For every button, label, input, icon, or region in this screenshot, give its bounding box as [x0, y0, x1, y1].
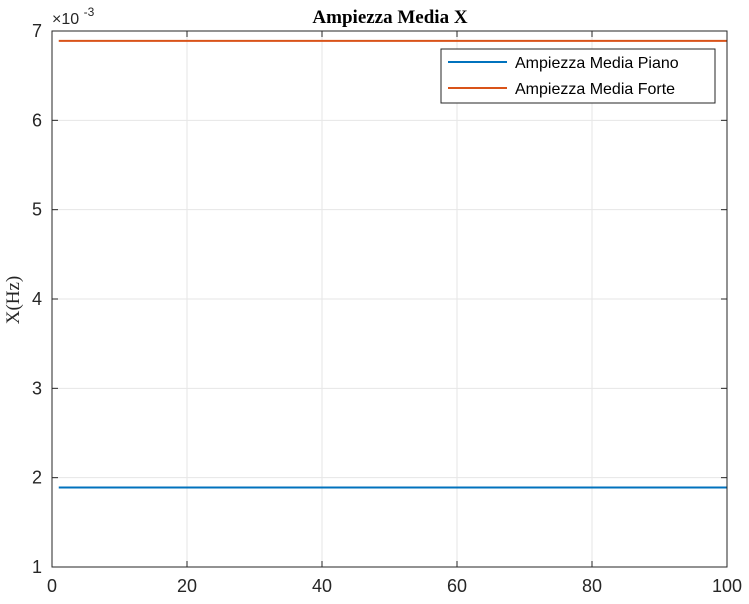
y-tick-label: 5: [32, 200, 42, 220]
y-axis-label: X(Hz): [3, 276, 24, 325]
x-tick-label: 0: [47, 576, 57, 596]
chart-title: Ampiezza Media X: [312, 7, 467, 28]
y-tick-label: 6: [32, 110, 42, 130]
y-tick-label: 7: [32, 21, 42, 41]
x-tick-label: 20: [177, 576, 197, 596]
grid: [52, 31, 727, 567]
y-tick-label: 1: [32, 557, 42, 577]
y-tick-label: 4: [32, 289, 42, 309]
legend-box: [440, 48, 716, 104]
legend-label-piano: Ampiezza Media Piano: [515, 55, 679, 72]
y-exponent-base: ×10: [52, 11, 79, 28]
legend-label-forte: Ampiezza Media Forte: [515, 81, 675, 98]
y-axis-exponent: ×10 -3: [52, 5, 95, 28]
x-tick-label: 100: [712, 576, 742, 596]
y-exponent-power: -3: [84, 5, 95, 19]
series-layer: [58, 39, 727, 489]
y-tick-label: 2: [32, 468, 42, 488]
x-tick-label: 60: [447, 576, 467, 596]
legend: Ampiezza Media Piano Ampiezza Media Fort…: [440, 48, 716, 104]
x-tick-label: 40: [312, 576, 332, 596]
ticks: 0 20 40 60 80 100 1 2 3 4 5 6 7: [32, 21, 742, 596]
x-tick-label: 80: [582, 576, 602, 596]
y-tick-label: 3: [32, 378, 42, 398]
